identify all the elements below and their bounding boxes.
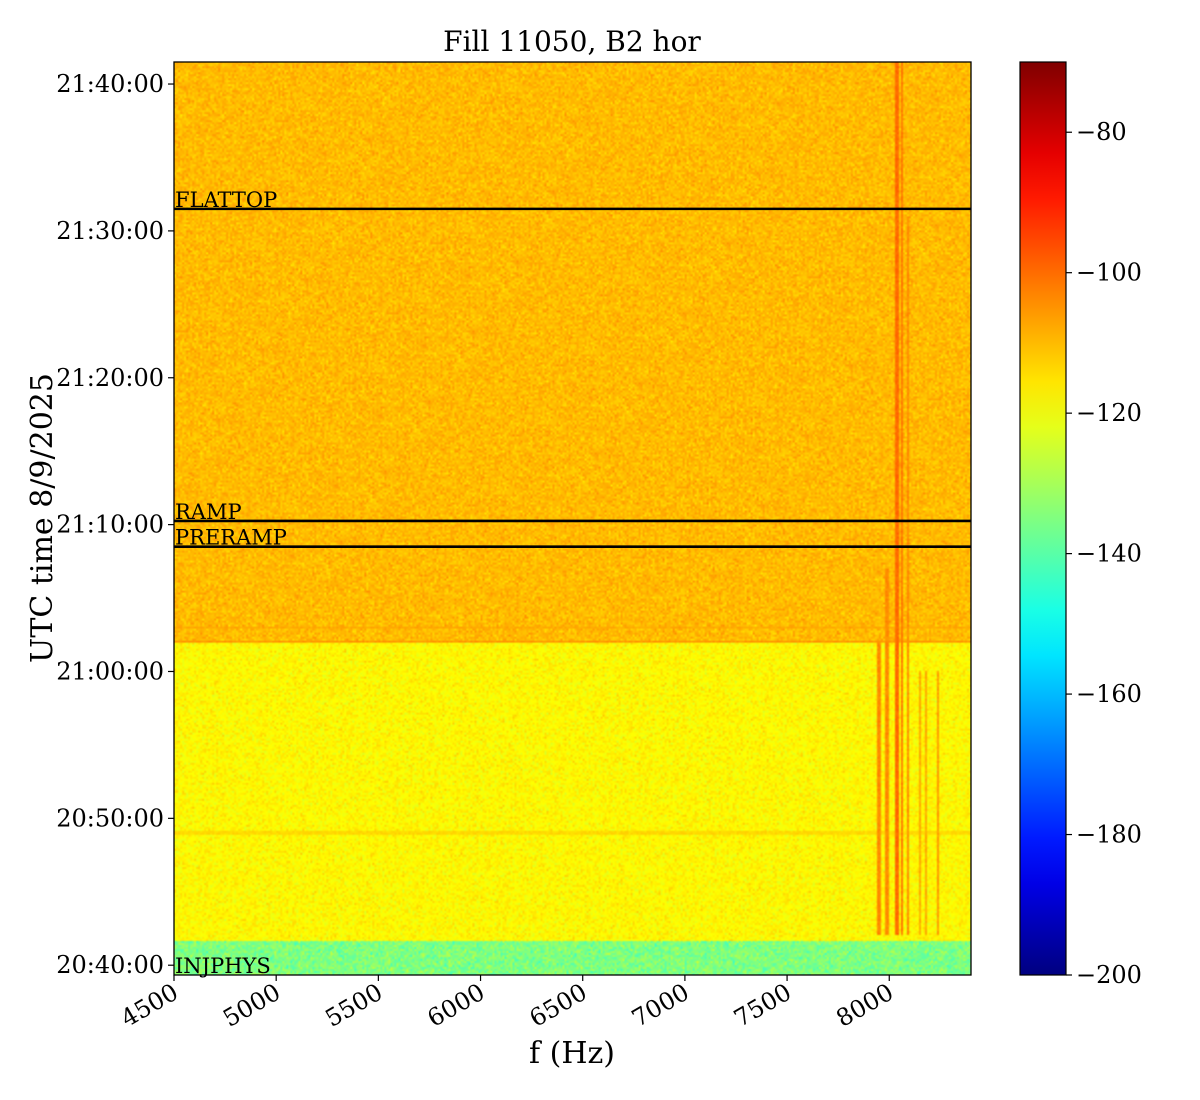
phase-marker-label: FLATTOP xyxy=(175,188,277,212)
x-axis: 4500 5000 5500 6000 6500 7000 7500 8000 xyxy=(116,975,898,1033)
chart-title: Fill 11050, B2 hor xyxy=(443,25,701,58)
x-tick-label: 8000 xyxy=(831,978,898,1033)
colorbar: −80 −100 −120 −140 −160 −180 −200 xyxy=(1019,61,1142,989)
plot-frame xyxy=(173,61,972,976)
colorbar-ticks: −80 −100 −120 −140 −160 −180 −200 xyxy=(1066,118,1142,989)
x-tick-label: 7500 xyxy=(729,978,796,1033)
colorbar-tick-label: −100 xyxy=(1076,259,1142,287)
x-tick-label: 6500 xyxy=(525,978,592,1033)
phase-marker-label: RAMP xyxy=(175,500,242,524)
phase-marker-label: INJPHYS xyxy=(175,954,271,978)
x-axis-label: f (Hz) xyxy=(529,1036,615,1071)
colorbar-tick-label: −160 xyxy=(1076,680,1142,708)
x-tick-label: 5000 xyxy=(218,978,285,1033)
y-tick-label: 20:40:00 xyxy=(56,951,164,979)
y-tick-label: 21:30:00 xyxy=(56,217,164,245)
phase-marker-label: PRERAMP xyxy=(175,526,287,550)
y-axis-label: UTC time 8/9/2025 xyxy=(25,373,60,663)
y-axis: 20:40:00 20:50:00 21:00:00 21:10:00 21:20:00… xyxy=(56,70,174,979)
y-tick-label: 21:20:00 xyxy=(56,364,164,392)
colorbar-gradient xyxy=(1019,61,1067,976)
x-tick-label: 6000 xyxy=(423,978,490,1033)
colorbar-tick-label: −140 xyxy=(1076,540,1142,568)
colorbar-tick-label: −180 xyxy=(1076,821,1142,849)
y-tick-label: 21:10:00 xyxy=(56,511,164,539)
x-tick-label: 5500 xyxy=(320,978,387,1033)
colorbar-tick-label: −80 xyxy=(1076,118,1127,146)
y-tick-label: 21:40:00 xyxy=(56,70,164,98)
colorbar-tick-label: −120 xyxy=(1076,399,1142,427)
x-tick-label: 4500 xyxy=(116,978,183,1033)
y-tick-label: 21:00:00 xyxy=(56,657,164,685)
colorbar-tick-label: −200 xyxy=(1076,961,1142,989)
x-tick-label: 7000 xyxy=(627,978,694,1033)
y-tick-label: 20:50:00 xyxy=(56,804,164,832)
spectrogram-heatmap xyxy=(174,62,971,975)
